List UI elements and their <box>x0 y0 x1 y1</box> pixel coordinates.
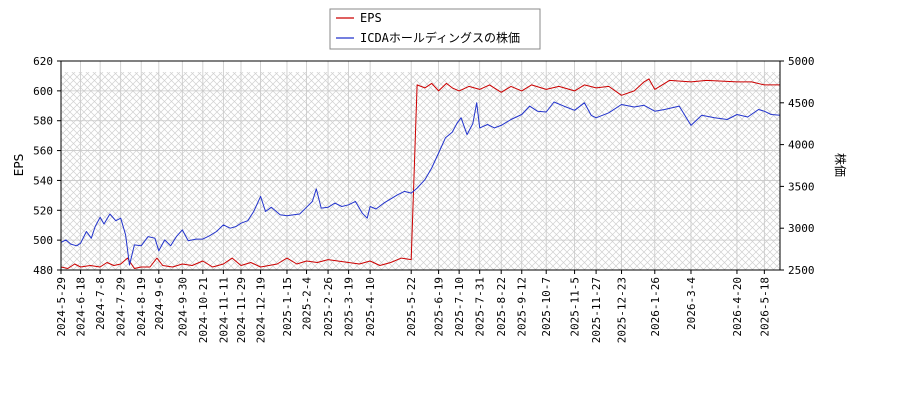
x-tick-label: 2025-6-19 <box>433 277 446 337</box>
x-tick-label: 2024-5-29 <box>55 277 68 337</box>
right-tick-label: 4500 <box>788 97 815 110</box>
x-tick-label: 2024-6-18 <box>75 277 88 337</box>
x-tick-label: 2025-11-27 <box>590 277 603 343</box>
series-lines <box>61 78 780 269</box>
x-tick-label: 2024-10-21 <box>197 277 210 343</box>
x-tick-label: 2025-1-15 <box>281 277 294 337</box>
x-tick-label: 2024-7-8 <box>94 277 107 330</box>
x-tick-label: 2025-7-10 <box>453 277 466 337</box>
legend-label-eps: EPS <box>360 11 382 25</box>
x-tick-label: 2026-1-26 <box>649 277 662 337</box>
x-tick-label: 2024-12-19 <box>255 277 268 343</box>
x-tick-label: 2025-9-12 <box>516 277 529 337</box>
series-line-0 <box>61 78 780 269</box>
x-tick-label: 2025-5-22 <box>405 277 418 337</box>
left-axis-title: EPS <box>12 154 26 176</box>
x-tick-label: 2026-4-20 <box>731 277 744 337</box>
legend-label-price: ICDAホールディングスの株価 <box>360 30 520 45</box>
x-tick-label: 2024-11-29 <box>235 277 248 343</box>
right-axis: 2500 3000 3500 4000 4500 5000 <box>780 55 815 277</box>
legend: EPS ICDAホールディングスの株価 <box>329 8 541 50</box>
x-tick-label: 2024-11-11 <box>217 277 230 343</box>
right-tick-label: 2500 <box>788 264 815 277</box>
x-tick-label: 2025-2-26 <box>322 277 335 337</box>
left-tick-label: 480 <box>33 264 53 277</box>
x-axis: 2024-5-29 2024-6-18 2024-7-8 2024-7-29 2024-… <box>55 270 771 343</box>
right-tick-label: 3000 <box>788 222 815 235</box>
plot-hatch <box>61 72 780 270</box>
left-tick-label: 540 <box>33 174 53 187</box>
left-tick-label: 620 <box>33 55 53 68</box>
x-tick-label: 2024-8-19 <box>135 277 148 337</box>
x-tick-label: 2025-12-23 <box>616 277 629 343</box>
right-axis-title: 株価 <box>833 153 848 177</box>
x-tick-label: 2025-10-7 <box>540 277 553 337</box>
x-tick-label: 2025-8-22 <box>495 277 508 337</box>
x-tick-label: 2024-9-6 <box>153 277 166 330</box>
x-tick-label: 2026-5-18 <box>758 277 771 337</box>
left-tick-label: 580 <box>33 115 53 128</box>
series-line-1 <box>61 101 780 266</box>
x-tick-label: 2025-11-5 <box>569 277 582 337</box>
left-tick-label: 600 <box>33 85 53 98</box>
right-tick-label: 5000 <box>788 55 815 68</box>
x-tick-label: 2024-9-30 <box>176 277 189 337</box>
legend-box <box>329 8 541 50</box>
plot-frame <box>60 60 781 271</box>
x-tick-label: 2025-4-10 <box>364 277 377 337</box>
x-tick-label: 2025-7-31 <box>474 277 487 337</box>
right-tick-label: 3500 <box>788 180 815 193</box>
x-tick-label: 2025-3-19 <box>343 277 356 337</box>
x-tick-label: 2025-2-4 <box>301 277 314 330</box>
left-tick-label: 560 <box>33 145 53 158</box>
x-tick-label: 2024-7-29 <box>115 277 128 337</box>
left-tick-label: 500 <box>33 234 53 247</box>
x-tick-label: 2026-3-4 <box>685 277 698 330</box>
left-axis: 480 500 520 540 560 580 600 620 <box>33 55 61 277</box>
left-tick-label: 520 <box>33 204 53 217</box>
right-tick-label: 4000 <box>788 139 815 152</box>
